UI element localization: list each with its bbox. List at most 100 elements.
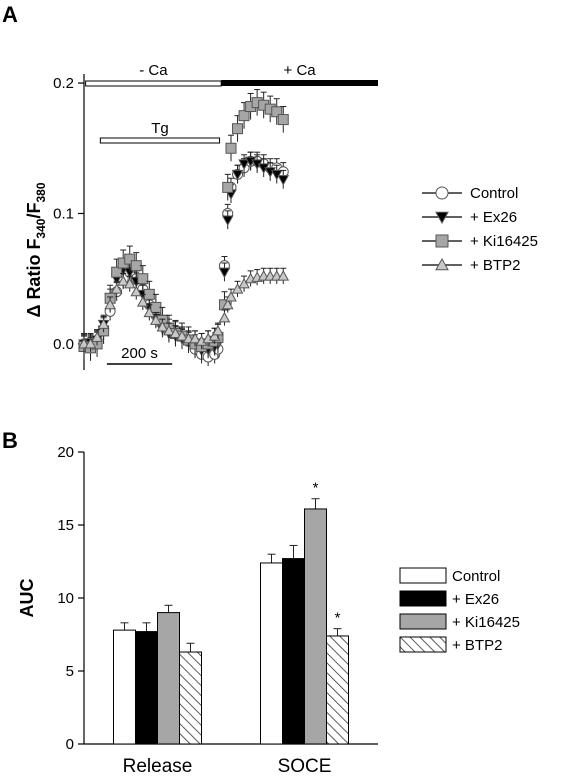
tg-annotation: Tg [99, 120, 221, 144]
data-point [212, 324, 224, 336]
legend-label: + Ex26 [470, 209, 517, 226]
y-tick-label: 0.1 [53, 205, 74, 222]
data-point [238, 110, 250, 122]
data-point [238, 277, 250, 289]
legend-entry-ex26: + Ex26 [422, 209, 517, 226]
data-point [84, 337, 97, 349]
legend-label: + BTP2 [452, 637, 502, 654]
data-point [225, 142, 237, 154]
bar-release-ki16425 [157, 604, 180, 745]
minus-ca-bar [85, 80, 222, 87]
panel-a-y-ticks: 0.0 0.1 0.2 [53, 75, 84, 353]
data-point [208, 330, 221, 341]
bar [113, 629, 136, 745]
data-point [270, 169, 283, 181]
y-tick-label: 0.0 [53, 336, 74, 353]
legend-entry-ki16425: + Ki16425 [399, 613, 520, 631]
plus-ca-annotation: + Ca [221, 62, 378, 86]
panel-b-y-ticks: 0 5 10 15 20 [57, 444, 84, 753]
legend-swatch [399, 613, 447, 630]
panel-a: A - Ca + Ca Tg Δ Ratio F340/F380 0.00.10… [2, 2, 538, 370]
legend-label: + BTP2 [470, 257, 520, 274]
panel-b-categories: Release SOCE [123, 756, 332, 776]
legend-label: + Ex26 [452, 591, 499, 608]
panel-a-legend: Control + Ex26 + Ki16425 + BTP2 [422, 185, 538, 274]
data-point [163, 324, 175, 336]
bar-release-control [113, 622, 136, 745]
panel-b-label: B [2, 428, 18, 453]
data-point [124, 253, 136, 265]
bar-release-btp2 [179, 642, 202, 745]
y-tick-label: 0.2 [53, 75, 74, 92]
scale-bar-label: 200 s [121, 345, 158, 362]
bar-soce-control [260, 553, 283, 745]
panel-a-label: A [2, 2, 18, 27]
data-point [136, 296, 149, 307]
significance-marker: * [335, 610, 341, 627]
panel-b-bars: ** [113, 480, 349, 745]
category-label: Release [123, 756, 193, 776]
y-tick-label: 20 [57, 444, 74, 461]
minus-ca-label: - Ca [139, 62, 168, 79]
data-point [277, 270, 290, 281]
y-tick-label: 15 [57, 517, 74, 534]
data-point [238, 159, 250, 170]
legend-swatch [399, 590, 447, 607]
legend-marker [435, 257, 449, 271]
legend-entry-ex26: + Ex26 [399, 590, 499, 608]
data-point [218, 311, 231, 323]
data-point [189, 332, 201, 344]
data-point [130, 260, 142, 272]
data-point [104, 298, 116, 310]
y-tick-label: 10 [57, 590, 74, 607]
bar [179, 651, 202, 745]
series-btp2 [78, 267, 290, 352]
data-point [97, 318, 110, 329]
legend-entry-control: Control [399, 567, 500, 585]
data-point [110, 283, 123, 294]
data-point [271, 106, 283, 118]
data-point [221, 215, 234, 227]
bar-release-ex26 [135, 622, 158, 745]
minus-ca-annotation: - Ca [85, 62, 222, 87]
bar [326, 635, 349, 745]
data-point [225, 290, 237, 302]
tg-label: Tg [151, 120, 169, 137]
data-point [123, 277, 136, 289]
data-point [156, 320, 169, 332]
bar-soce-btp2: * [326, 610, 349, 745]
data-point [231, 169, 244, 181]
legend-swatch [399, 567, 447, 584]
plus-ca-label: + Ca [284, 62, 317, 79]
scale-bar: 200 s [106, 345, 173, 365]
data-point [111, 266, 123, 278]
plus-ca-bar [221, 80, 378, 86]
legend-entry-control: Control [422, 185, 518, 202]
bar-soce-ex26 [282, 544, 305, 745]
legend-label: Control [470, 185, 518, 202]
category-label: SOCE [278, 756, 332, 776]
data-point [221, 298, 234, 310]
bar [157, 612, 180, 745]
y-tick-label: 0 [66, 736, 74, 753]
data-point [218, 267, 231, 279]
legend-label: Control [452, 568, 500, 585]
bar [304, 508, 327, 745]
tg-bar [99, 137, 221, 144]
data-point [143, 288, 155, 300]
data-point [150, 301, 162, 313]
legend-entry-btp2: + BTP2 [399, 636, 502, 654]
legend-swatch [399, 636, 447, 653]
panel-b-y-axis-label: AUC [17, 579, 37, 618]
data-point [231, 283, 244, 294]
legend-marker [435, 234, 449, 248]
data-point [222, 181, 234, 193]
panel-a-series [78, 89, 290, 367]
data-point [91, 331, 103, 342]
bar [282, 558, 305, 745]
legend-marker [435, 211, 449, 225]
data-point [150, 314, 162, 325]
panel-b-legend: Control + Ex26 + Ki16425 + BTP2 [399, 567, 520, 654]
